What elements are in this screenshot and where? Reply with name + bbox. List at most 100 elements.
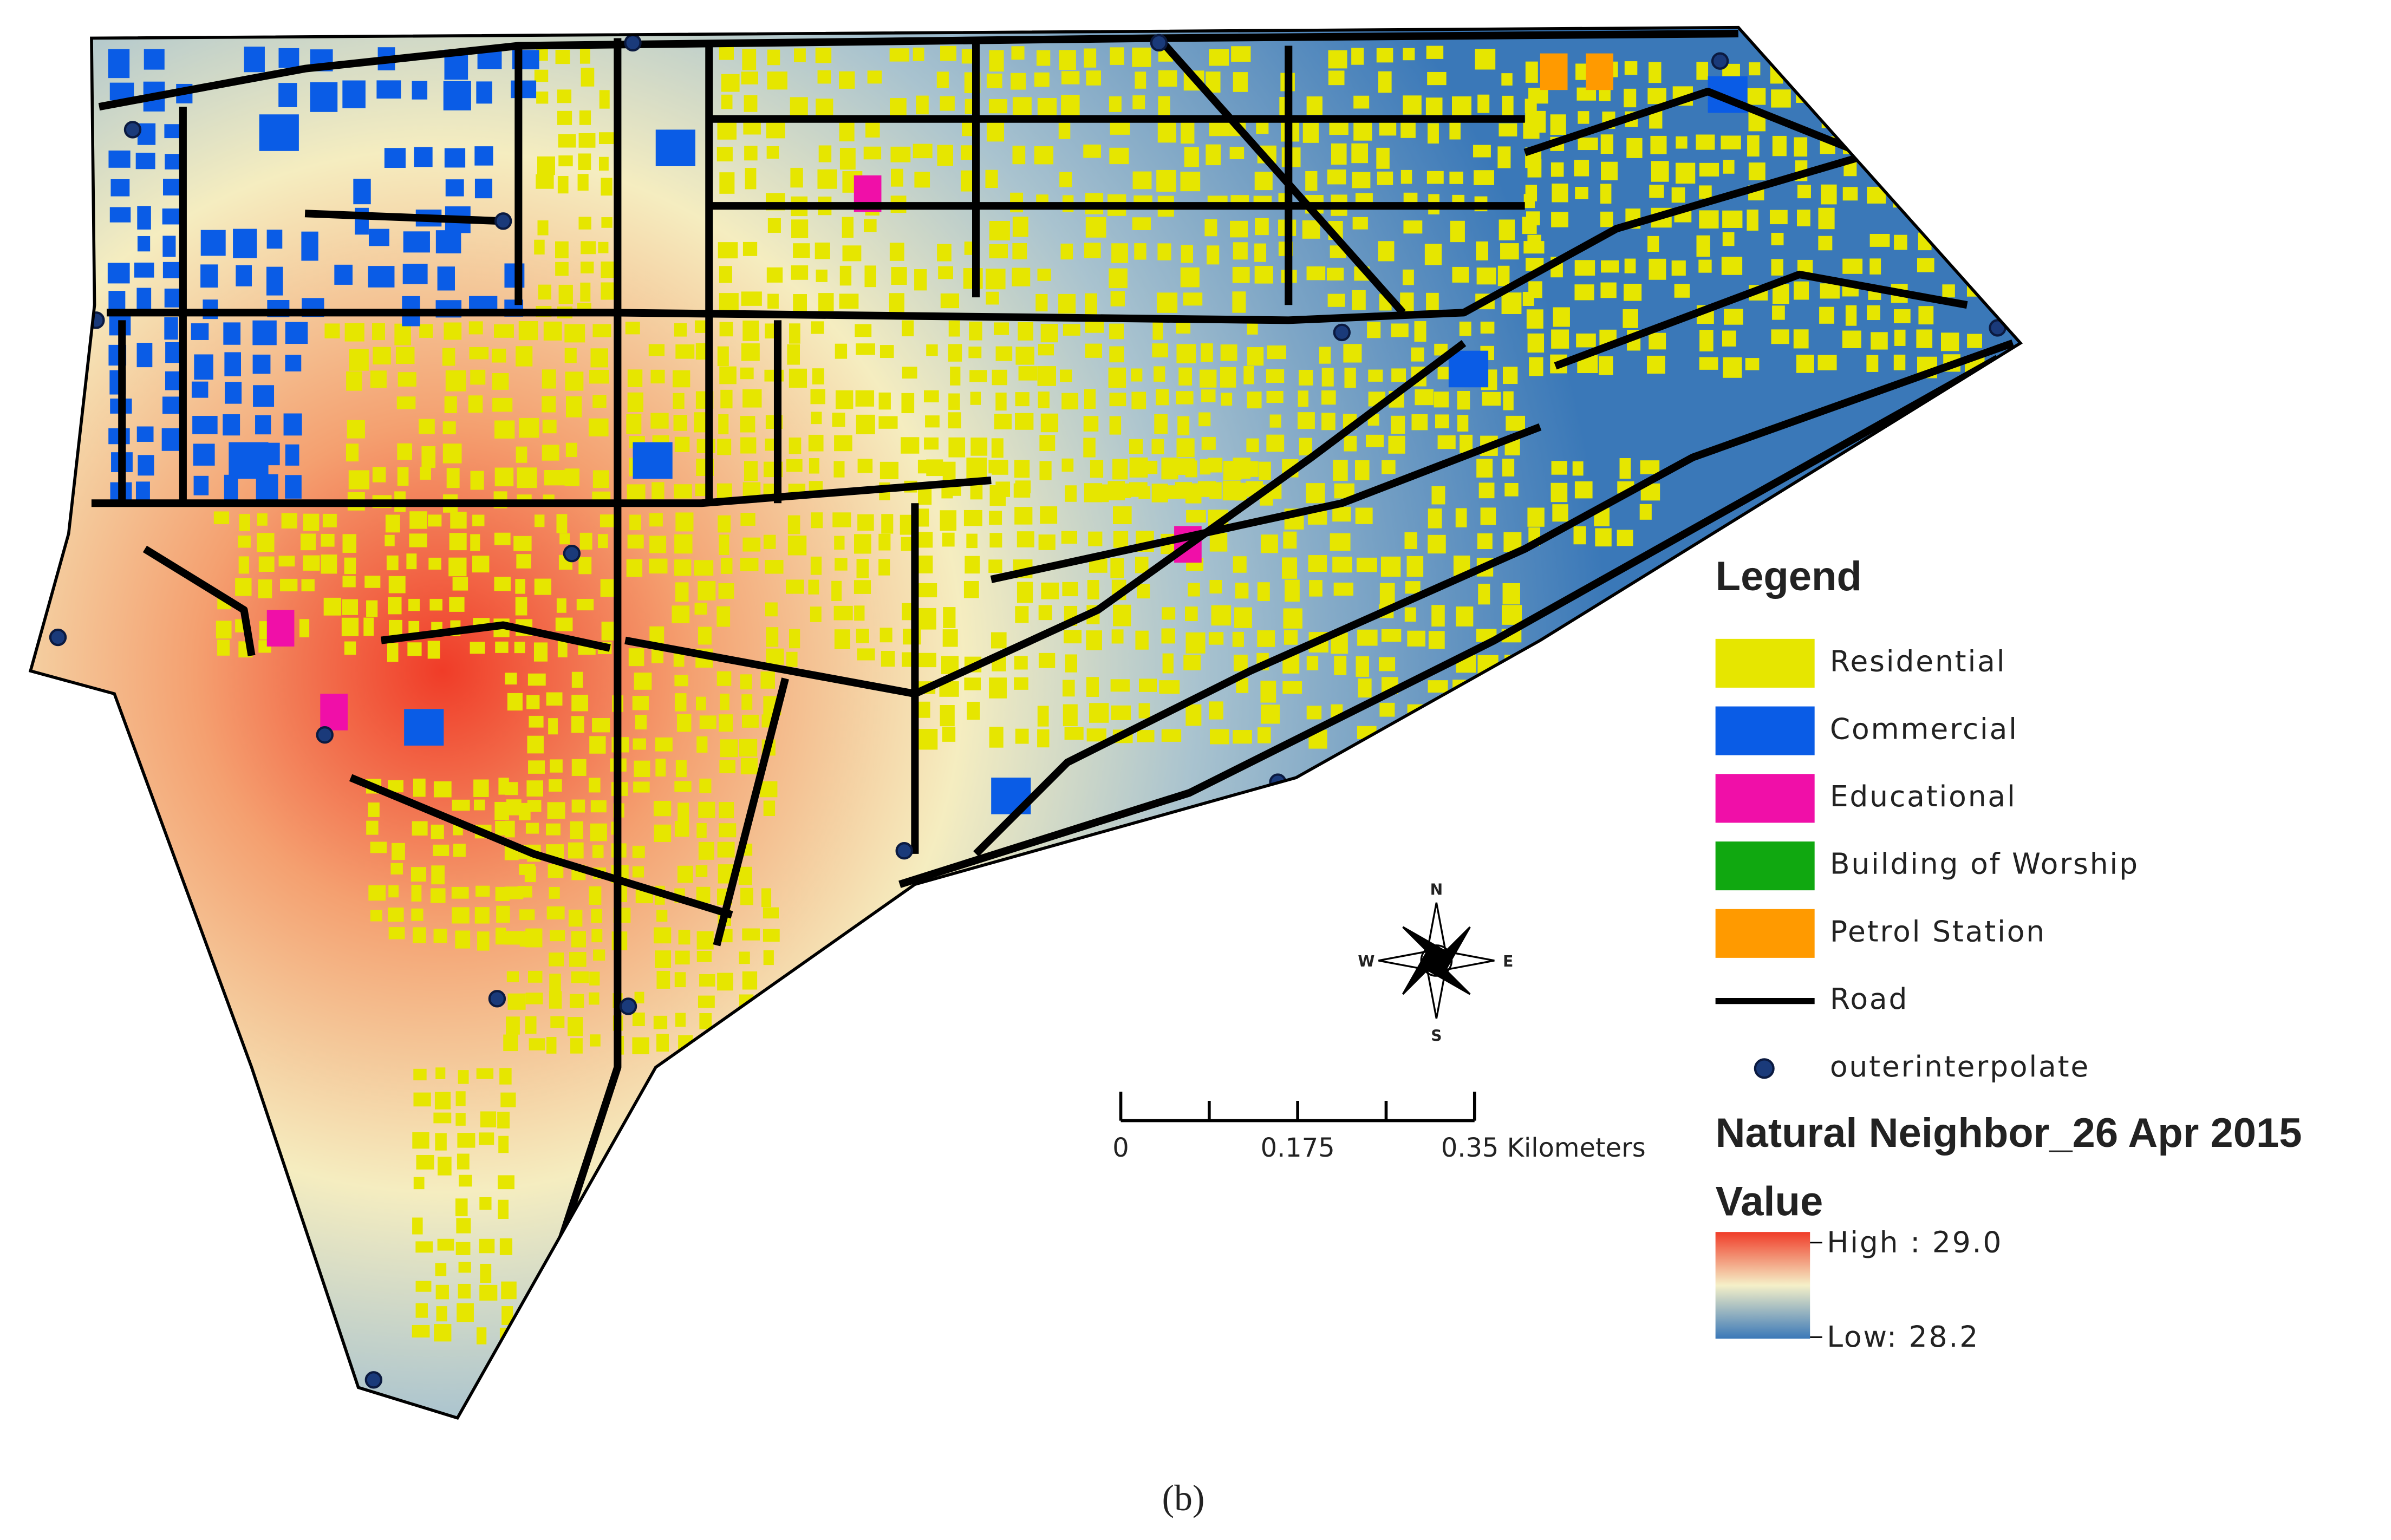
building xyxy=(213,511,230,524)
building xyxy=(1671,187,1685,203)
building xyxy=(415,1241,433,1253)
building xyxy=(1426,292,1439,312)
interpolation-point xyxy=(563,544,581,563)
building xyxy=(674,972,686,988)
building xyxy=(480,1111,497,1128)
building xyxy=(225,382,242,404)
building xyxy=(1476,459,1493,478)
building xyxy=(600,579,615,597)
building xyxy=(529,1038,545,1050)
building xyxy=(529,715,544,728)
building xyxy=(995,346,1013,361)
building xyxy=(496,928,506,945)
building xyxy=(1185,704,1202,726)
building xyxy=(1525,61,1538,83)
building xyxy=(1110,679,1130,692)
building xyxy=(266,610,295,647)
building xyxy=(347,420,365,439)
building xyxy=(812,368,824,384)
building xyxy=(675,512,694,532)
building xyxy=(970,438,988,456)
building xyxy=(652,482,664,499)
building xyxy=(1306,656,1319,670)
building xyxy=(346,371,362,391)
building xyxy=(285,444,299,466)
building xyxy=(1403,220,1423,234)
building xyxy=(1246,438,1259,453)
interpolation-surface xyxy=(30,27,2021,1418)
building xyxy=(1721,135,1741,149)
building xyxy=(1109,393,1126,407)
building xyxy=(1506,415,1526,431)
building xyxy=(548,864,564,878)
building xyxy=(926,344,938,356)
building xyxy=(1109,346,1124,363)
building xyxy=(1018,322,1034,341)
building xyxy=(600,514,615,527)
building xyxy=(763,950,774,965)
building xyxy=(1352,290,1366,310)
building xyxy=(720,1037,734,1050)
building xyxy=(1354,460,1370,480)
building xyxy=(1233,458,1251,479)
building xyxy=(1308,555,1327,572)
building xyxy=(831,580,842,601)
interpolation-point xyxy=(49,628,67,647)
building xyxy=(346,443,359,462)
building xyxy=(435,1284,449,1300)
building xyxy=(514,642,525,654)
building xyxy=(494,532,511,545)
building xyxy=(721,94,733,109)
building xyxy=(879,461,899,479)
building xyxy=(134,262,154,278)
high-label: High : 29.0 xyxy=(1827,1225,2003,1259)
building xyxy=(867,70,882,84)
building xyxy=(1137,584,1150,599)
building xyxy=(455,1113,466,1126)
building xyxy=(431,888,446,903)
building xyxy=(442,443,462,464)
building xyxy=(1062,582,1078,597)
interpolation-point xyxy=(316,726,334,744)
building xyxy=(1152,343,1168,358)
building xyxy=(549,779,562,792)
building xyxy=(817,70,831,84)
building xyxy=(1156,169,1176,192)
building xyxy=(428,514,442,527)
building xyxy=(559,533,570,545)
building xyxy=(760,671,775,689)
building xyxy=(925,415,940,428)
building xyxy=(474,146,493,166)
building xyxy=(191,323,209,340)
building xyxy=(940,45,956,61)
building xyxy=(1696,134,1715,150)
building xyxy=(789,437,802,454)
building xyxy=(1243,366,1254,384)
building xyxy=(571,799,585,813)
building xyxy=(1183,655,1201,670)
building xyxy=(1574,160,1589,177)
building xyxy=(324,323,340,338)
building xyxy=(1298,412,1315,429)
building xyxy=(674,675,688,687)
building xyxy=(406,553,417,570)
building xyxy=(527,735,544,754)
building xyxy=(1460,434,1473,453)
building xyxy=(989,677,1007,699)
building xyxy=(889,98,907,118)
building xyxy=(1772,305,1785,320)
legend-swatch xyxy=(1715,909,1815,958)
building xyxy=(592,395,607,408)
building xyxy=(395,347,415,364)
building xyxy=(581,241,596,255)
building xyxy=(162,236,176,257)
building xyxy=(1723,357,1742,378)
building xyxy=(1698,259,1712,273)
building xyxy=(1233,556,1247,573)
building xyxy=(1112,483,1131,498)
building xyxy=(557,89,572,103)
building xyxy=(675,1013,686,1027)
building xyxy=(492,373,509,390)
building xyxy=(200,230,226,256)
building xyxy=(1452,266,1469,283)
